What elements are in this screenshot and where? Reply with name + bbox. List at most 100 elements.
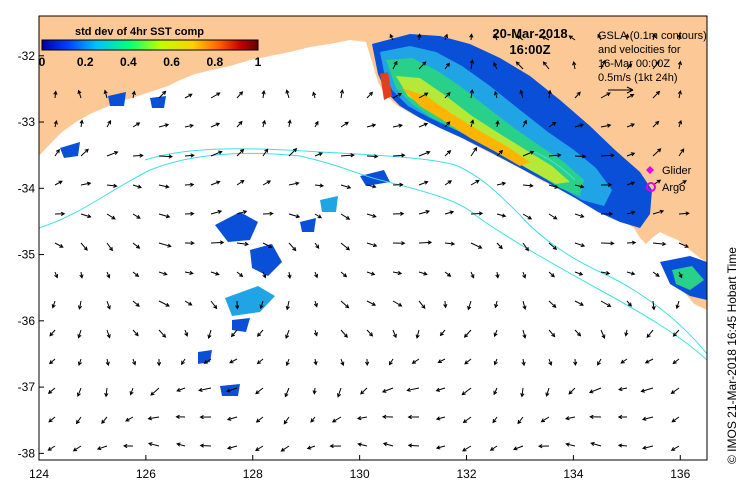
x-tick-label: 128 bbox=[243, 467, 263, 481]
argo-symbol-icon bbox=[646, 182, 656, 192]
velocity-arrow bbox=[80, 181, 92, 186]
velocity-arrow bbox=[285, 329, 290, 340]
velocity-arrow bbox=[106, 119, 112, 128]
velocity-arrow bbox=[670, 445, 680, 451]
velocity-arrow bbox=[285, 89, 290, 99]
velocity-arrow bbox=[132, 358, 137, 366]
velocity-arrow bbox=[548, 271, 555, 278]
velocity-arrow bbox=[443, 300, 448, 309]
velocity-arrow bbox=[210, 92, 221, 99]
velocity-arrow bbox=[288, 242, 297, 252]
velocity-arrow bbox=[600, 59, 606, 70]
velocity-arrow bbox=[210, 209, 223, 215]
colorbar-tick-label: 0 bbox=[39, 55, 46, 69]
y-tick-label: -32 bbox=[18, 49, 36, 63]
velocity-arrow bbox=[255, 445, 264, 451]
velocity-arrow bbox=[314, 271, 319, 279]
velocity-arrow bbox=[314, 152, 324, 157]
velocity-arrow bbox=[418, 271, 428, 276]
velocity-arrow bbox=[548, 300, 557, 308]
velocity-arrow bbox=[600, 270, 611, 276]
velocity-arrow bbox=[310, 416, 316, 423]
date-label: 20-Mar-2018 bbox=[492, 26, 567, 41]
time-label: 16:00Z bbox=[509, 42, 550, 57]
velocity-arrow bbox=[80, 242, 88, 251]
velocity-arrow bbox=[256, 358, 264, 365]
velocity-arrow bbox=[236, 271, 244, 278]
velocity-arrow bbox=[574, 184, 585, 189]
glider-symbol-icon bbox=[646, 166, 654, 174]
velocity-arrow bbox=[522, 242, 529, 252]
velocity-arrow bbox=[147, 416, 160, 421]
velocity-arrow bbox=[677, 90, 682, 99]
velocity-arrow bbox=[444, 180, 453, 186]
velocity-arrow bbox=[53, 90, 58, 99]
velocity-arrow bbox=[131, 90, 136, 99]
legend: Glider Argo bbox=[646, 165, 692, 194]
colorbar-tick-label: 1 bbox=[255, 55, 262, 69]
velocity-arrow bbox=[340, 121, 349, 128]
velocity-arrow bbox=[366, 213, 377, 218]
velocity-arrow bbox=[600, 123, 612, 128]
velocity-arrow bbox=[198, 387, 212, 392]
velocity-arrow bbox=[287, 119, 292, 128]
velocity-arrow bbox=[652, 209, 665, 215]
velocity-arrow bbox=[54, 271, 59, 279]
velocity-arrow bbox=[366, 154, 379, 159]
velocity-arrow bbox=[262, 148, 269, 157]
velocity-arrow bbox=[522, 329, 527, 339]
velocity-arrow bbox=[262, 180, 272, 186]
velocity-arrow bbox=[646, 329, 654, 339]
velocity-arrow bbox=[261, 90, 266, 99]
velocity-arrow bbox=[129, 387, 134, 396]
velocity-arrow bbox=[493, 33, 498, 41]
velocity-arrow bbox=[418, 240, 433, 245]
colorbar: std dev of 4hr SST comp 0 0.2 0.4 0.6 0.8 1 bbox=[39, 26, 262, 69]
velocity-arrow bbox=[418, 122, 429, 128]
velocity-arrow bbox=[392, 123, 403, 128]
gsla-contours bbox=[39, 148, 707, 361]
velocity-arrow bbox=[236, 210, 248, 215]
velocity-arrow bbox=[106, 300, 111, 310]
velocity-arrow bbox=[435, 445, 446, 450]
velocity-arrow bbox=[184, 93, 193, 99]
velocity-arrow bbox=[255, 416, 264, 423]
velocity-arrow bbox=[158, 242, 172, 248]
velocity-arrow bbox=[600, 300, 612, 307]
velocity-arrow bbox=[392, 92, 403, 99]
velocity-arrow bbox=[407, 443, 420, 448]
velocity-arrow bbox=[495, 120, 500, 128]
velocity-arrow bbox=[548, 358, 553, 366]
velocity-arrow bbox=[285, 300, 290, 311]
velocity-arrow bbox=[366, 184, 377, 189]
velocity-arrow bbox=[444, 33, 449, 41]
velocity-arrow bbox=[381, 414, 394, 419]
velocity-arrow bbox=[444, 121, 451, 128]
velocity-arrow bbox=[600, 153, 615, 158]
velocity-arrow bbox=[651, 300, 656, 311]
velocity-arrow bbox=[199, 443, 212, 448]
velocity-arrow bbox=[340, 358, 345, 367]
velocity-arrow bbox=[225, 387, 238, 393]
scale-arrow bbox=[608, 86, 634, 94]
velocity-arrow bbox=[314, 120, 319, 128]
velocity-arrow bbox=[48, 416, 56, 423]
velocity-arrow bbox=[444, 271, 452, 277]
velocity-arrow bbox=[626, 271, 636, 276]
velocity-arrow bbox=[47, 387, 56, 394]
velocity-arrow bbox=[678, 211, 690, 216]
velocity-arrow bbox=[236, 179, 245, 186]
velocity-arrow bbox=[285, 358, 290, 367]
velocity-arrow bbox=[590, 441, 602, 447]
x-tick-label: 134 bbox=[563, 467, 583, 481]
velocity-arrow bbox=[618, 387, 628, 392]
velocity-arrow bbox=[652, 241, 667, 247]
velocity-arrow bbox=[101, 416, 108, 425]
velocity-arrow bbox=[469, 33, 474, 41]
velocity-arrow bbox=[545, 387, 550, 397]
velocity-arrow bbox=[184, 153, 195, 158]
velocity-arrow bbox=[210, 150, 223, 157]
velocity-arrow bbox=[283, 416, 290, 425]
velocity-arrow bbox=[280, 445, 290, 452]
velocity-arrow bbox=[156, 358, 162, 367]
